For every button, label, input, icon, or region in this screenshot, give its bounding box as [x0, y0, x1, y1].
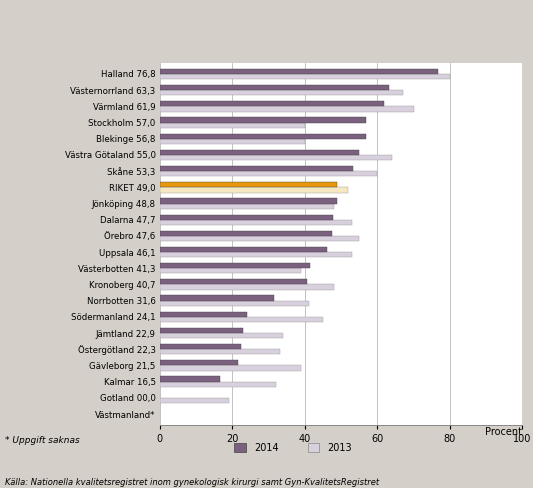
Text: Procent: Procent	[486, 427, 522, 437]
Bar	[160, 344, 241, 349]
Bar	[160, 106, 414, 112]
Bar	[160, 279, 308, 285]
Bar	[160, 155, 392, 160]
Bar	[160, 328, 243, 333]
Bar	[160, 90, 403, 95]
Bar	[160, 215, 333, 220]
Bar	[160, 263, 310, 268]
Bar	[160, 118, 367, 122]
Bar	[160, 231, 333, 236]
Bar	[160, 296, 274, 301]
Bar	[160, 69, 438, 74]
Bar	[160, 312, 247, 317]
Bar	[160, 376, 220, 382]
Bar	[160, 252, 352, 257]
Bar	[160, 203, 334, 209]
Bar	[160, 285, 334, 290]
Text: Källa: Nationella kvalitetsregistret inom gynekologisk kirurgi samt Gyn-Kvalitet: Källa: Nationella kvalitetsregistret ino…	[5, 478, 379, 488]
Bar	[160, 139, 305, 144]
Bar	[160, 220, 352, 225]
Bar	[160, 301, 309, 306]
Bar	[160, 171, 377, 176]
Bar	[160, 366, 301, 370]
Legend: 2014, 2013: 2014, 2013	[231, 439, 356, 457]
Bar	[160, 236, 359, 241]
Bar	[160, 317, 323, 322]
Bar	[160, 247, 327, 252]
Bar	[160, 333, 283, 338]
Bar	[160, 166, 353, 171]
Bar	[160, 150, 359, 155]
Bar	[160, 360, 238, 366]
Bar	[160, 349, 279, 354]
Bar	[160, 134, 366, 139]
Bar	[160, 85, 389, 90]
Bar	[160, 382, 276, 387]
Bar	[160, 187, 349, 192]
Bar	[160, 182, 337, 187]
Bar	[160, 198, 337, 203]
Bar	[160, 122, 305, 128]
Bar	[160, 101, 384, 106]
Bar	[160, 268, 301, 273]
Text: * Uppgift saknas: * Uppgift saknas	[5, 436, 80, 445]
Bar	[160, 74, 450, 79]
Bar	[160, 398, 229, 403]
